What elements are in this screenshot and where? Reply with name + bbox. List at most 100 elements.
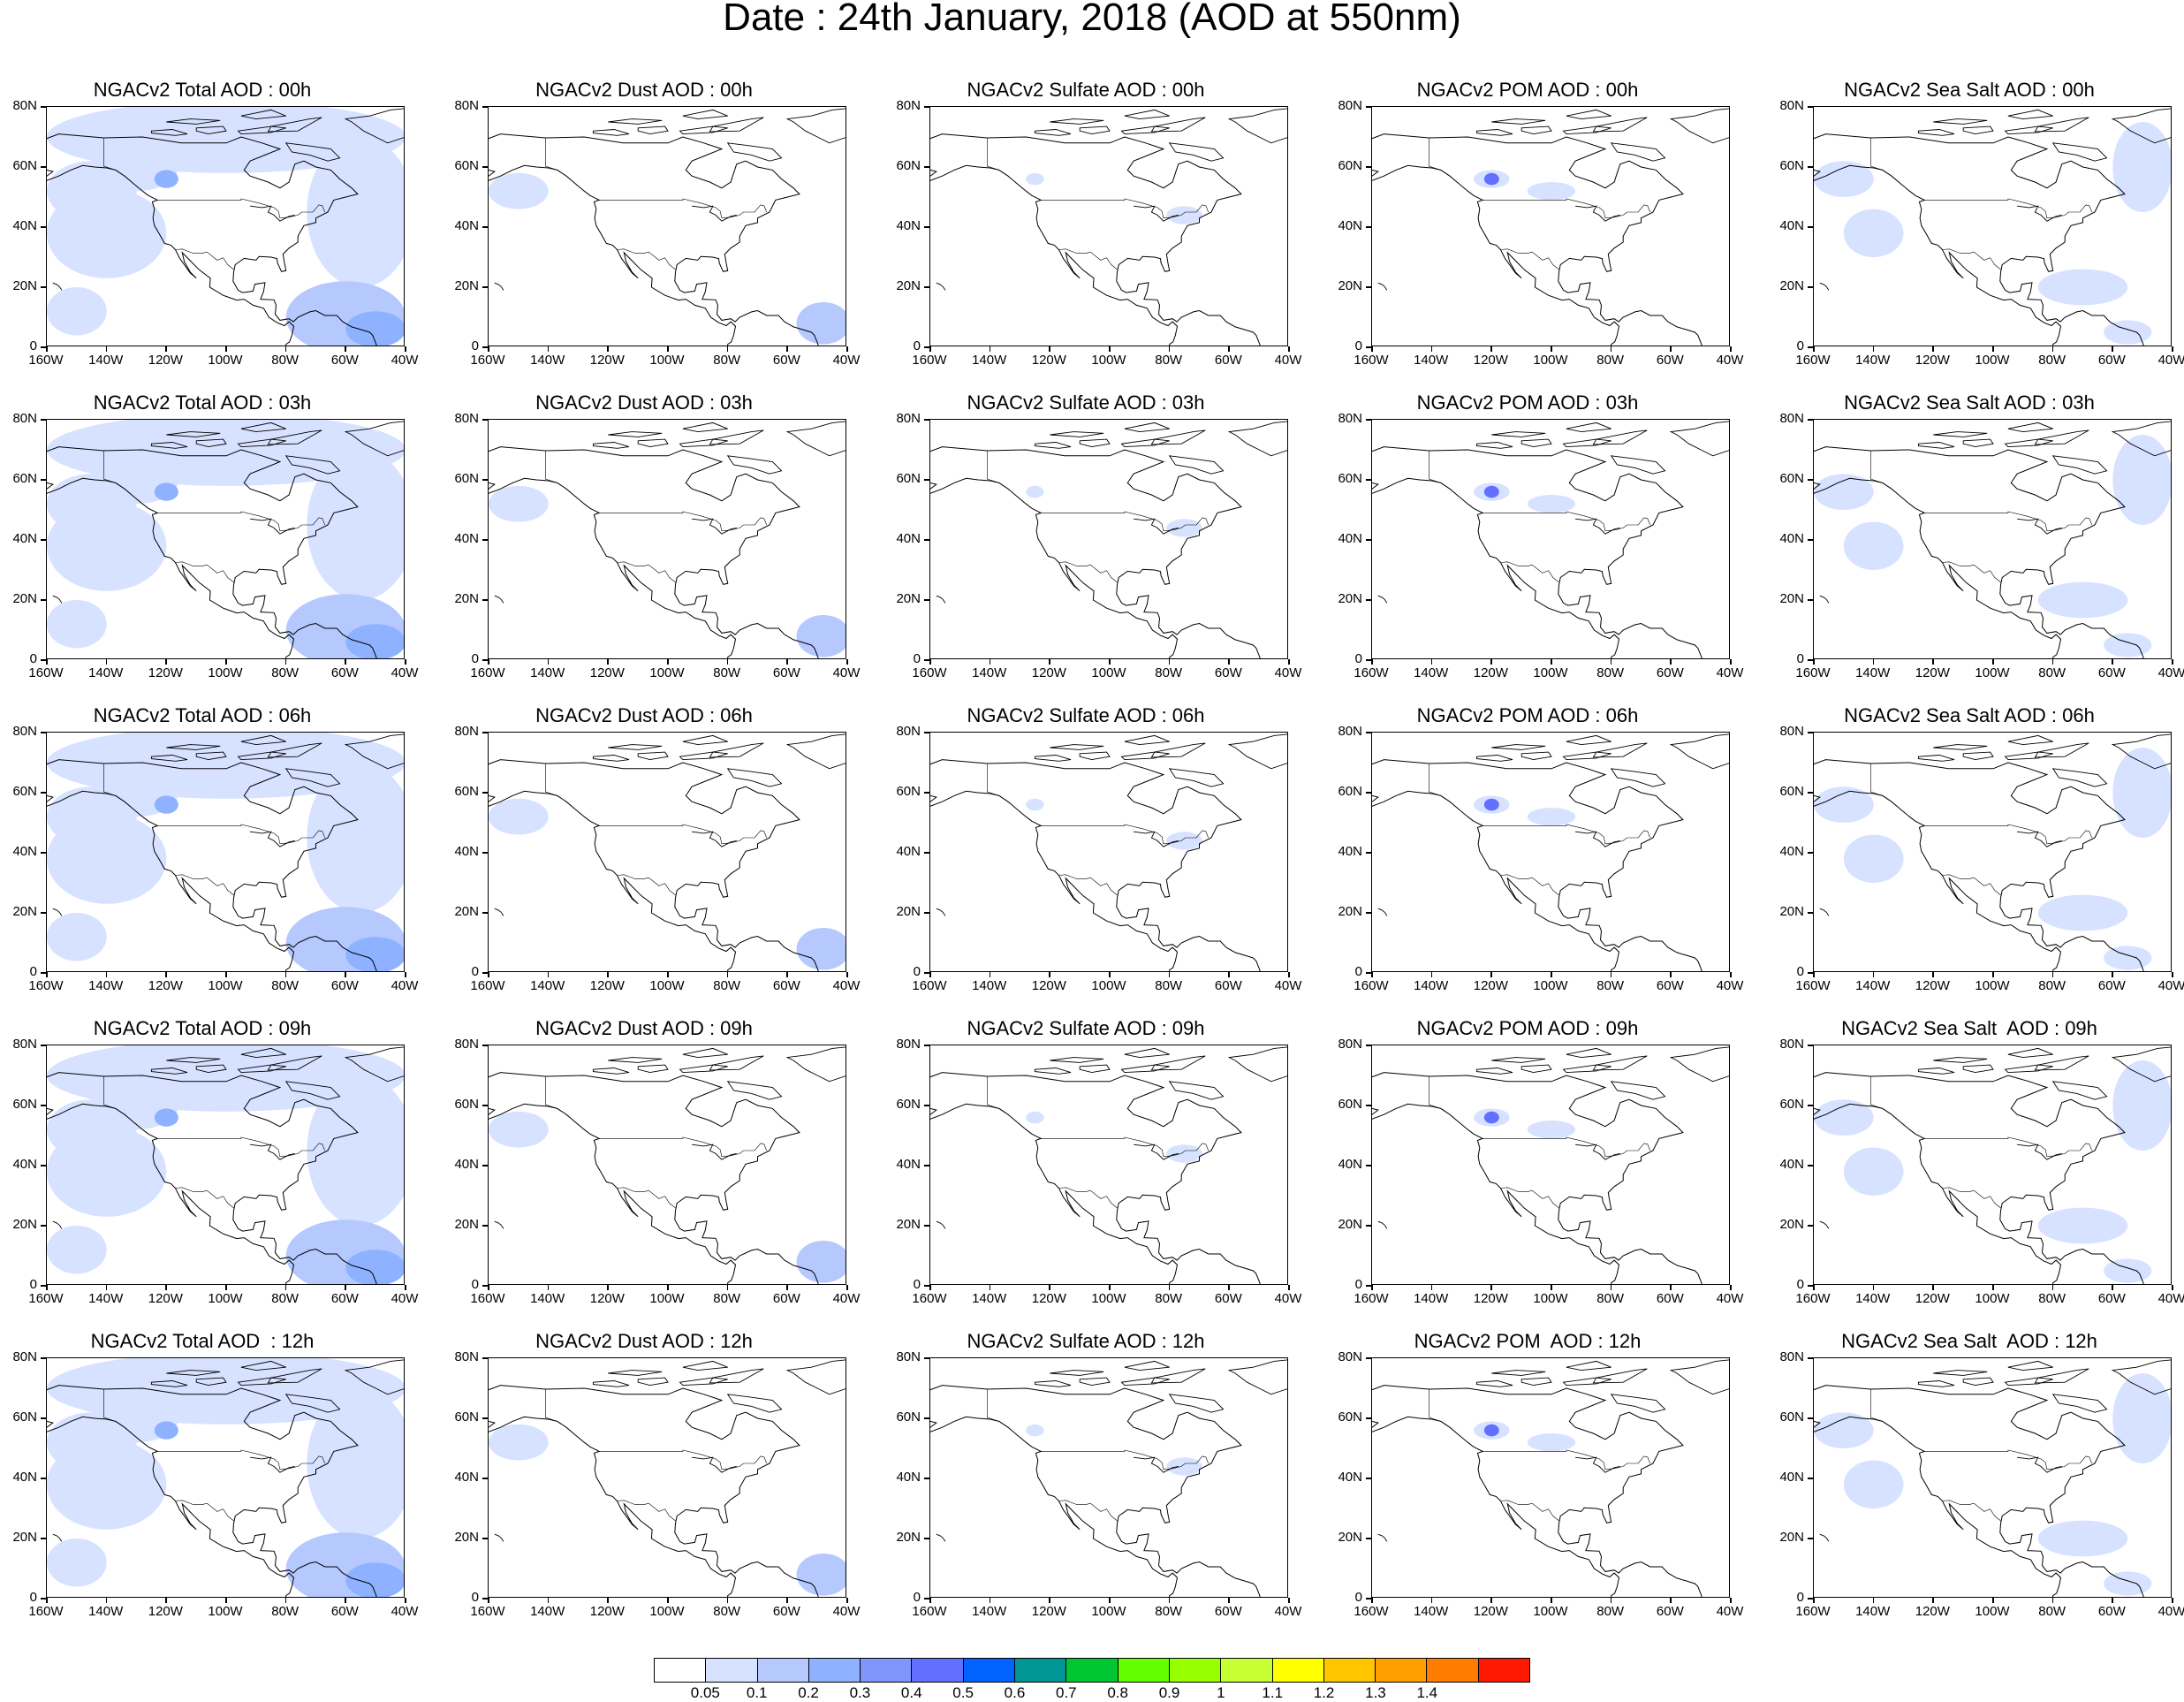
island-outline [267,1055,322,1071]
lat-tick-label: 40N [1338,1157,1362,1172]
lat-tick [1808,166,1813,168]
island-outline [936,1220,946,1229]
island-outline [267,1368,322,1384]
lat-tick [1366,972,1371,974]
island-outline [1917,755,1955,762]
island-outline [679,751,728,761]
lon-tick-label: 40W [1716,353,1744,368]
island-outline [150,129,188,136]
lon-tick [1288,972,1290,977]
lat-tick [1366,539,1371,541]
lon-tick-label: 60W [2097,1291,2126,1306]
map-svg [489,1046,846,1284]
aod-shading [2104,633,2152,657]
panel-title: NGACv2 Total AOD : 06h [93,704,312,726]
island-outline [785,108,846,144]
lat-tick-label: 20N [896,1530,921,1545]
aod-shading [47,1226,107,1274]
aod-shading [2037,894,2128,931]
lat-tick-label: 80N [12,98,37,113]
country-border [1041,511,1209,532]
island-outline [1610,455,1666,475]
aod-shading [796,1554,846,1596]
lon-tick-label: 40W [391,1291,419,1306]
island-outline [1491,431,1546,437]
island-outline [682,422,728,433]
lon-tick-label: 60W [1214,665,1242,680]
country-border [599,1449,767,1470]
map-svg [1814,421,2171,658]
lon-tick-label: 140W [1855,353,1891,368]
colorbar-labels: 0.05 0.1 0.2 0.3 0.4 0.5 0.6 0.7 0.8 0.9 1 1.1 1.2 1.… [654,1684,1530,1702]
lat-tick [482,419,488,421]
map-panel-sulfate-06h: NGACv2 Sulfate AOD : 06h 80N 60N 40N 20N 0 160… [887,703,1301,1004]
lon-tick [1371,972,1373,977]
lat-tick-label: 80N [1338,98,1362,113]
lat-tick [41,912,46,914]
lon-tick-label: 60W [1656,1291,1684,1306]
island-outline [1491,1370,1546,1376]
lon-tick [345,346,346,352]
lat-tick-label: 20N [1779,1217,1804,1232]
lon-tick [726,659,729,665]
island-outline [2034,429,2089,445]
lat-tick-label: 40N [896,531,921,546]
lat-tick-label: 40N [12,1157,37,1172]
lat-tick [482,479,488,481]
lat-tick-label: 0 [1354,651,1362,666]
aod-shading [1843,1460,1904,1508]
lon-tick-label: 100W [649,353,685,368]
lon-tick [667,659,669,665]
lon-tick [1813,1285,1815,1290]
panel-title: NGACv2 POM AOD : 06h [1416,704,1639,726]
colorbar-tick-label: 0.6 [1004,1684,1026,1701]
lon-tick [667,346,669,352]
island-outline [1917,129,1955,136]
island-outline [284,142,341,162]
lat-tick [41,166,46,168]
island-outline [709,429,764,445]
lat-tick-label: 20N [896,591,921,606]
coastline [1814,1072,2144,1284]
lat-tick-label: 60N [1338,1097,1362,1112]
map-plot-area [1371,419,1730,659]
map-plot-area [488,732,846,972]
lat-tick-label: 40N [1338,844,1362,859]
colorbar-tick-label: 0.9 [1158,1684,1180,1701]
country-border [545,451,557,483]
lon-tick [1551,1285,1552,1290]
island-outline [679,438,728,448]
lat-tick [1808,792,1813,794]
map-plot-area [929,106,1288,346]
island-outline [1034,1380,1072,1387]
lon-tick-label: 120W [589,353,625,368]
lon-tick-label: 140W [88,1604,124,1619]
island-outline [1819,282,1830,291]
island-outline [1150,117,1206,133]
lat-tick-label: 20N [896,278,921,293]
island-outline [1562,751,1611,761]
lat-tick [41,286,46,288]
colorbar [654,1658,1530,1683]
island-outline [1227,1359,1287,1395]
island-outline [1592,1055,1648,1071]
lon-tick [1371,1598,1373,1603]
lon-tick-label: 140W [88,353,124,368]
aod-shading [1814,474,1874,510]
island-outline [1034,442,1072,449]
aod-shading [1814,1099,1874,1136]
lon-tick-label: 160W [1795,978,1831,993]
lon-tick-label: 40W [2157,1604,2184,1619]
lat-tick [924,792,929,794]
lat-tick-label: 0 [29,964,37,979]
lat-tick [924,419,929,421]
island-outline [1491,1057,1546,1063]
lon-tick-label: 80W [271,353,300,368]
map-plot-area [929,732,1288,972]
lat-tick-label: 20N [896,1217,921,1232]
island-outline [1819,1220,1830,1229]
lon-tick [1670,972,1672,977]
coastline [1372,133,1702,346]
country-border [1483,511,1650,532]
lat-tick-label: 20N [1338,904,1362,919]
